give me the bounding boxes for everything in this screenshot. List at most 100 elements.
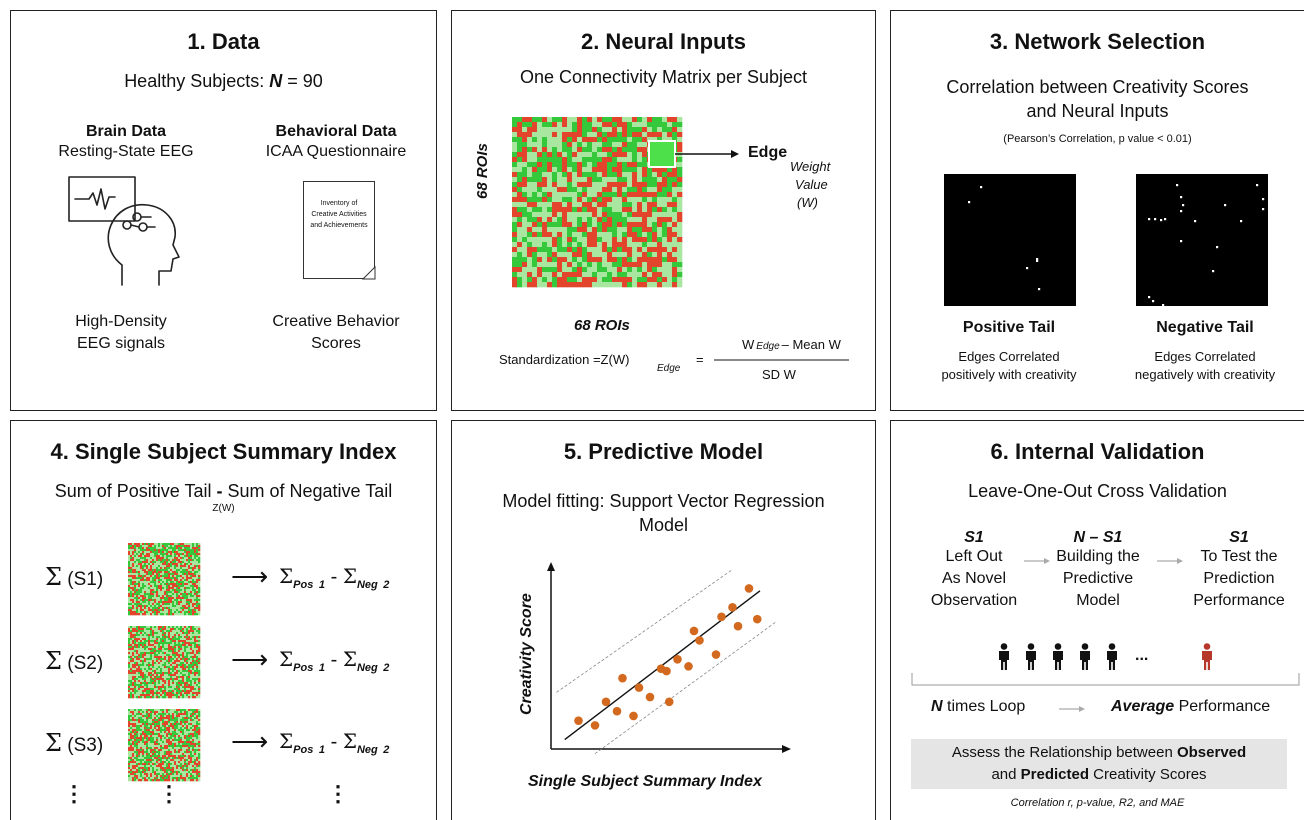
data-point	[590, 721, 600, 730]
metrics-list: Correlation r, p-value, R2, and MAE	[1010, 797, 1185, 809]
row-arrow-1: ⟶	[231, 561, 269, 591]
people-ellipsis: ...	[1135, 647, 1149, 664]
data-point	[618, 673, 627, 683]
panel-title: 3. Network Selection	[989, 29, 1206, 54]
data-point	[574, 716, 583, 725]
edge-label: Edge	[748, 144, 788, 161]
step2-head: N – S1	[1073, 529, 1123, 546]
panel-title: 2. Neural Inputs	[580, 29, 747, 54]
edge-dot	[1224, 204, 1227, 207]
edge-dot	[1194, 220, 1197, 223]
data-point	[717, 612, 726, 622]
loop-text: N times Loop	[931, 698, 1026, 715]
panel-title: 4. Single Subject Summary Index	[50, 439, 397, 464]
assessment-line2: and Predicted Creativity Scores	[991, 766, 1207, 783]
step1-line3: Observation	[930, 592, 1018, 609]
step3-line2: Prediction	[1203, 570, 1275, 587]
assessment-box: Assess the Relationship between Observed…	[911, 739, 1287, 789]
edge-dot	[1036, 258, 1039, 262]
data-point	[601, 697, 611, 707]
weight-label-1: Weight	[790, 159, 831, 174]
panel-network-selection: 3. Network Selection Correlation between…	[890, 10, 1304, 411]
edge-dot	[1180, 196, 1183, 199]
correlation-note: (Pearson’s Correlation, p value < 0.01)	[1003, 133, 1192, 145]
x-axis-label: 68 ROIs	[574, 317, 630, 334]
data-point	[711, 650, 721, 659]
positive-tail-matrix	[944, 174, 1076, 306]
formula-sub: Edge	[657, 363, 681, 374]
edge-dot	[1262, 208, 1265, 211]
edge-dot	[1256, 184, 1259, 187]
subject-matrix-s3	[128, 709, 201, 782]
panel-data: 1. Data Healthy Subjects: N = 90 Brain D…	[10, 10, 437, 411]
person-icon-2	[1026, 643, 1036, 670]
positive-tail-desc-2: positively with creativity	[941, 367, 1077, 382]
ellipsis-col3: ⋮	[327, 781, 349, 806]
behavioral-data-sub: ICAA Questionnaire	[265, 143, 407, 160]
panel-subtitle-2: Model	[638, 515, 689, 535]
panel-title: 5. Predictive Model	[563, 439, 764, 464]
data-point	[664, 697, 674, 707]
panel-summary-index: 4. Single Subject Summary Index Sum of P…	[10, 420, 437, 820]
subject-matrix-s1	[128, 543, 201, 616]
brain-caption-line1: High-Density	[75, 313, 167, 330]
loop-arrow	[1059, 706, 1085, 712]
summary-expr-row3: ΣPos 1 - ΣNeg 2	[279, 729, 390, 756]
edge-dot	[968, 201, 971, 204]
edge-dot	[1180, 240, 1183, 243]
subject-matrix-s2	[128, 626, 201, 699]
edge-dot	[1152, 300, 1155, 303]
summary-expr-row2: ΣPos 1 - ΣNeg 2	[279, 647, 390, 674]
formula-numerator: W Edge – Mean W	[742, 337, 841, 352]
edge-dot	[1176, 184, 1179, 187]
upper-margin-line	[556, 569, 733, 693]
edge-dot	[1240, 220, 1243, 223]
edge-dot	[1026, 267, 1029, 270]
edge-dot	[1180, 210, 1183, 213]
summary-expr-row1: ΣPos 1 - ΣNeg 2	[279, 564, 390, 591]
step1-line2: As Novel	[941, 570, 1007, 587]
step1-line1: Left Out	[945, 548, 1003, 565]
average-performance: Average Performance	[1111, 698, 1271, 715]
formula-denominator: SD W	[762, 367, 796, 382]
data-point	[673, 654, 682, 664]
brain-caption-line2: EEG signals	[76, 335, 166, 352]
panel-subtitle: One Connectivity Matrix per Subject	[519, 67, 808, 87]
subject-sum-row2: Σ (S2)	[45, 647, 104, 675]
panel-internal-validation: 6. Internal Validation Leave-One-Out Cro…	[890, 420, 1304, 820]
loop-bracket	[911, 673, 1300, 686]
step2-line3: Model	[1076, 592, 1120, 609]
y-axis-label: 68 ROIs	[474, 143, 491, 199]
behavioral-caption-line1: Creative Behavior	[272, 313, 400, 330]
page-curl-icon	[361, 265, 376, 280]
negative-tail-desc-1: Edges Correlated	[1154, 349, 1256, 364]
panel-subtitle: Healthy Subjects: N = 90	[124, 71, 323, 91]
person-icon-5	[1107, 643, 1117, 670]
test-person-icon	[1202, 643, 1212, 670]
connectivity-matrix	[512, 117, 683, 288]
step2-line2: Predictive	[1062, 570, 1134, 587]
person-icon-1	[999, 643, 1009, 670]
formula-left: Standardization =Z(W)	[499, 352, 630, 367]
weight-label-3: (W)	[797, 195, 818, 210]
flow-arrow-1	[1024, 558, 1050, 564]
edge-dot	[1164, 218, 1167, 221]
panel-subtitle-2: and Neural Inputs	[1026, 101, 1169, 121]
data-point	[645, 692, 655, 702]
panel-subtitle: Sum of Positive Tail - Sum of Negative T…	[54, 481, 393, 501]
row-arrow-2: ⟶	[231, 644, 269, 674]
data-point	[629, 711, 638, 721]
panel-subtitle-1: Model fitting: Support Vector Regression	[502, 491, 825, 511]
weight-label-2: Value	[795, 177, 828, 192]
panel-title: 1. Data	[187, 29, 260, 54]
row-arrow-3: ⟶	[231, 726, 269, 756]
ellipsis-col2: ⋮	[158, 781, 180, 806]
x-axis-arrowhead	[782, 745, 791, 753]
fraction-bar	[714, 359, 849, 361]
data-point	[612, 706, 622, 716]
behavioral-caption-line2: Scores	[311, 335, 361, 352]
assessment-line1: Assess the Relationship between Observed	[951, 744, 1247, 761]
data-point	[684, 662, 693, 671]
subject-sum-row3: Σ (S3)	[45, 729, 104, 757]
questionnaire-document: Inventory of Creative Activities and Ach…	[303, 181, 375, 279]
